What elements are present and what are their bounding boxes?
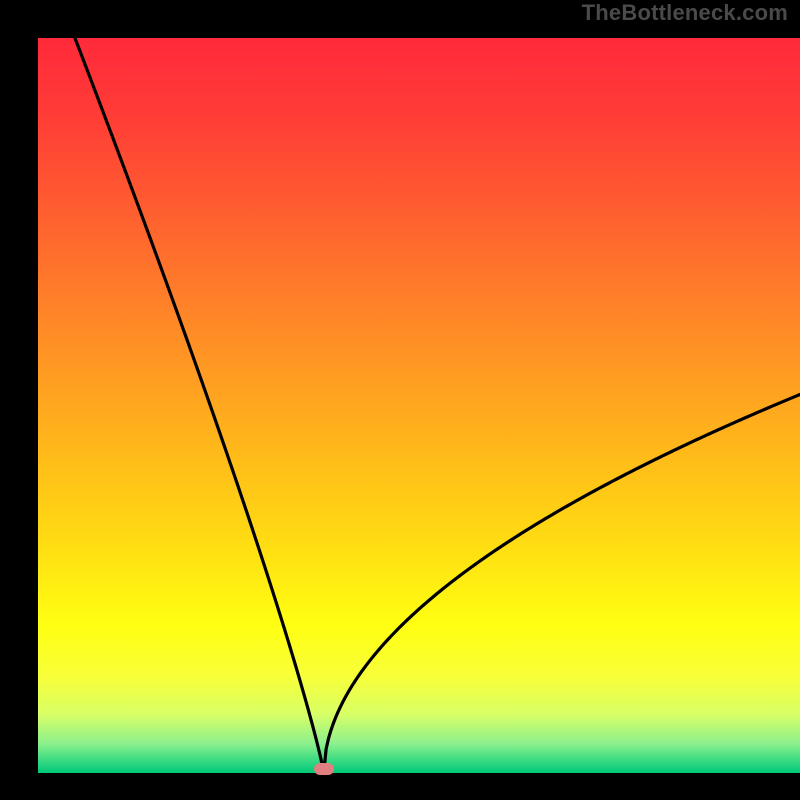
chart-container: TheBottleneck.com bbox=[0, 0, 800, 800]
minimum-marker bbox=[314, 763, 334, 775]
watermark-text: TheBottleneck.com bbox=[582, 0, 788, 26]
plot-area bbox=[38, 38, 800, 773]
bottleneck-curve bbox=[38, 38, 800, 773]
